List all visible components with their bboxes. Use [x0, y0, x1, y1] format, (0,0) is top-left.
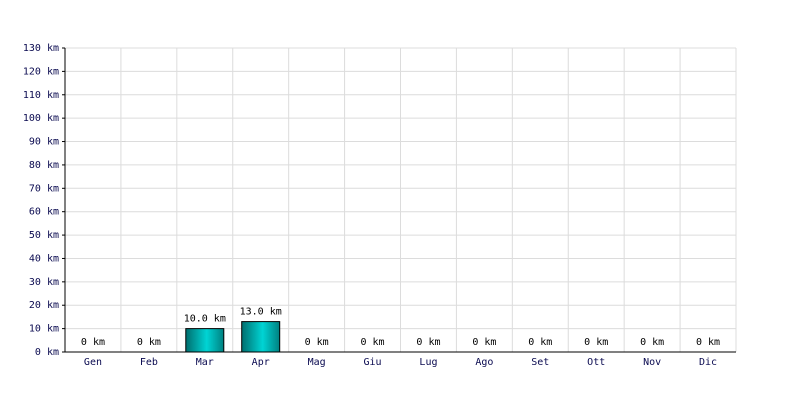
y-tick-label: 30 km — [29, 277, 59, 288]
x-tick-label: Set — [531, 357, 549, 368]
y-tick-label: 100 km — [23, 113, 59, 124]
value-label: 10.0 km — [184, 314, 226, 325]
y-tick-label: 110 km — [23, 90, 59, 101]
value-label: 0 km — [416, 337, 440, 348]
x-tick-label: Ago — [475, 357, 493, 368]
x-tick-label: Feb — [140, 357, 158, 368]
x-tick-label: Ott — [587, 357, 605, 368]
x-tick-label: Dic — [699, 357, 717, 368]
bar — [241, 321, 281, 353]
x-tick-label: Lug — [419, 357, 437, 368]
y-tick-label: 70 km — [29, 183, 59, 194]
value-label: 0 km — [696, 337, 720, 348]
x-tick-label: Mar — [196, 357, 214, 368]
value-label: 0 km — [584, 337, 608, 348]
y-tick-label: 40 km — [29, 253, 59, 264]
value-label: 0 km — [81, 337, 105, 348]
x-tick-label: Nov — [643, 357, 661, 368]
y-tick-label: 120 km — [23, 66, 59, 77]
value-label: 0 km — [528, 337, 552, 348]
x-tick-label: Giu — [364, 357, 382, 368]
value-label: 0 km — [472, 337, 496, 348]
y-tick-label: 80 km — [29, 160, 59, 171]
y-tick-label: 0 km — [35, 347, 59, 358]
value-label: 0 km — [305, 337, 329, 348]
value-label: 0 km — [137, 337, 161, 348]
y-tick-label: 10 km — [29, 324, 59, 335]
y-tick-label: 20 km — [29, 300, 59, 311]
y-tick-label: 60 km — [29, 207, 59, 218]
y-tick-label: 130 km — [23, 43, 59, 54]
y-tick-label: 90 km — [29, 137, 59, 148]
value-label: 0 km — [360, 337, 384, 348]
y-tick-label: 50 km — [29, 230, 59, 241]
bar — [185, 328, 225, 353]
value-label: 13.0 km — [240, 307, 282, 318]
x-tick-label: Mag — [308, 357, 326, 368]
x-tick-label: Gen — [84, 357, 102, 368]
value-label: 0 km — [640, 337, 664, 348]
x-tick-label: Apr — [252, 357, 270, 368]
